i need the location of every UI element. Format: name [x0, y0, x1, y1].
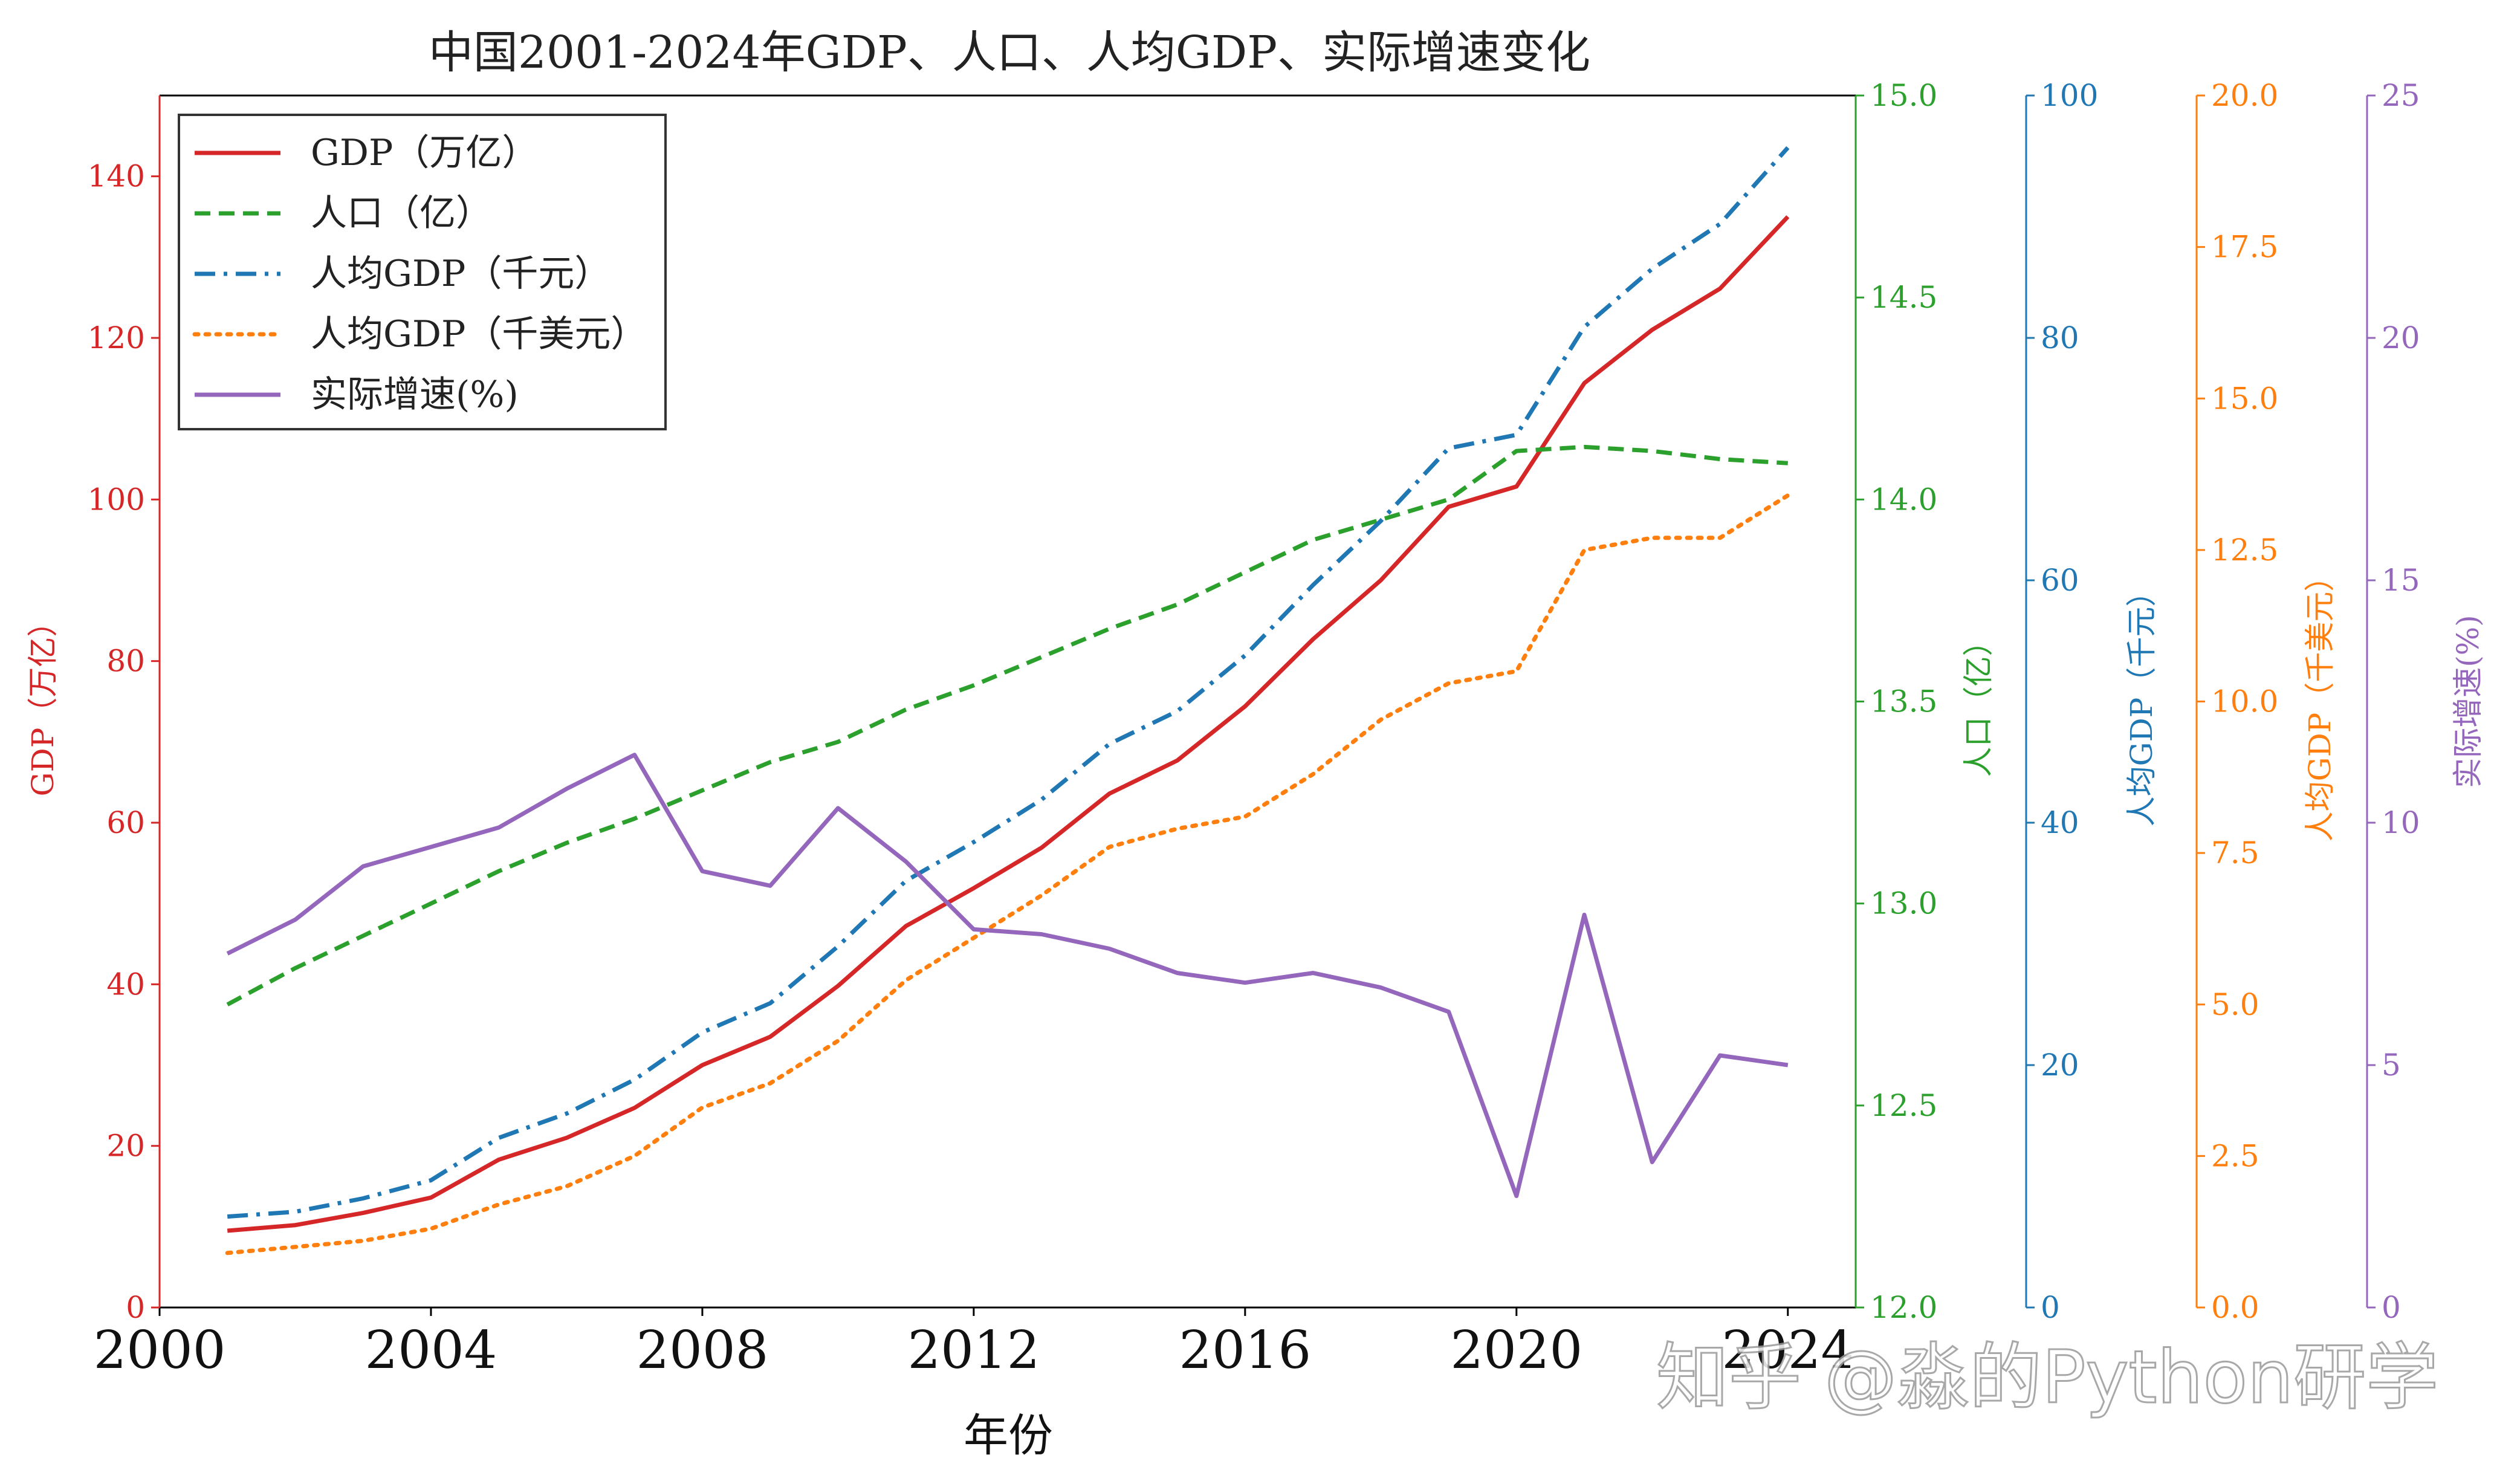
series-lines: [225, 146, 1790, 1256]
y-tick-label: 12.5: [2211, 533, 2278, 568]
y-axis-label: 人均GDP（千美元）: [2302, 562, 2337, 842]
legend-entry-label: 人均GDP（千元）: [311, 253, 611, 295]
y-tick-label: 5.0: [2211, 987, 2259, 1022]
y-tick-label: 12.0: [1870, 1290, 1937, 1325]
y-tick-label: 0: [2041, 1290, 2060, 1325]
y-tick-label: 13.5: [1870, 684, 1937, 719]
x-tick-label: 2020: [1450, 1320, 1582, 1381]
y-tick-label: 120: [88, 320, 145, 355]
series-line-right1: [226, 444, 1789, 1006]
x-tick-label: 2012: [907, 1320, 1040, 1381]
chart-title: 中国2001-2024年GDP、人口、人均GDP、实际增速变化: [429, 27, 1590, 79]
y-tick-label: 10: [2382, 805, 2420, 840]
y-tick-label: 140: [88, 159, 145, 194]
y-axis-left: 0 20 40 60 80 100 120 140 GDP（万亿）: [25, 96, 161, 1325]
y-tick-label: 20: [106, 1129, 145, 1164]
y-axis-right1: 12.0 12.5 13.0 13.5 14.0 14.5 15.0 人口（亿）: [1854, 78, 1996, 1325]
y-tick-label: 15.0: [1870, 78, 1937, 113]
y-tick-label: 20: [2041, 1048, 2079, 1083]
legend-entry-label: GDP（万亿）: [311, 132, 538, 174]
y-tick-label: 100: [88, 482, 145, 517]
y-axis-label: 人均GDP（千元）: [2124, 577, 2159, 827]
y-axis-label: 人口（亿）: [1961, 626, 1996, 777]
y-tick-label: 25: [2382, 78, 2420, 113]
legend: GDP（万亿） 人口（亿） 人均GDP（千元） 人均GDP（千美元） 实际增速(%): [178, 114, 667, 430]
axes-layer: 2000 2004 2008 2012 2016 2020 2024020406080100…: [25, 78, 2486, 1381]
y-tick-label: 0: [126, 1290, 145, 1325]
series-line-right2: [227, 146, 1790, 1219]
y-tick-label: 100: [2041, 78, 2098, 113]
legend-box: [178, 114, 667, 430]
legend-entry-label: 人均GDP（千美元）: [311, 313, 647, 355]
x-tick-label: 2016: [1179, 1320, 1311, 1381]
y-tick-label: 14.0: [1870, 482, 1937, 517]
y-tick-label: 20: [2382, 320, 2420, 355]
y-tick-label: 5: [2382, 1048, 2401, 1083]
x-tick-label: 2008: [636, 1320, 768, 1381]
legend-entry-label: 实际增速(%): [311, 374, 519, 416]
y-tick-label: 12.5: [1870, 1088, 1937, 1123]
x-tick-label: 2000: [94, 1320, 226, 1381]
x-axis-label: 年份: [964, 1410, 1053, 1462]
legend-entry-label: 人口（亿）: [311, 192, 492, 235]
y-tick-label: 0: [2382, 1290, 2401, 1325]
series-line-right3: [225, 493, 1790, 1256]
y-tick-label: 14.5: [1870, 280, 1937, 315]
y-tick-label: 0.0: [2211, 1290, 2259, 1325]
y-axis-label: GDP（万亿）: [25, 607, 60, 797]
y-tick-label: 60: [106, 805, 145, 840]
y-tick-label: 20.0: [2211, 78, 2278, 113]
watermark-text: 知乎 @淼的Python研学: [1656, 1336, 2438, 1420]
y-axis-right3: 0.0 2.5 5.0 7.5 10.0 12.5 15.0 17.5 20.0 人均GDP（千美…: [2195, 78, 2337, 1325]
y-tick-label: 13.0: [1870, 886, 1937, 921]
y-tick-label: 40: [2041, 805, 2079, 840]
y-tick-label: 60: [2041, 563, 2079, 598]
y-axis-right4: 0 5 10 15 20 25 实际增速(%): [2366, 78, 2486, 1325]
x-tick-label: 2024: [1722, 1320, 1854, 1381]
y-tick-label: 10.0: [2211, 684, 2278, 719]
y-tick-label: 2.5: [2211, 1138, 2259, 1173]
y-axis-label: 实际增速(%): [2450, 615, 2486, 788]
y-axis-right2: 0 20 40 60 80 100 人均GDP（千元）: [2025, 78, 2159, 1325]
y-tick-label: 17.5: [2211, 230, 2278, 265]
y-tick-label: 7.5: [2211, 835, 2259, 870]
y-tick-label: 80: [106, 644, 145, 679]
y-tick-label: 15.0: [2211, 381, 2278, 416]
series-line-left: [227, 215, 1790, 1233]
y-tick-label: 80: [2041, 320, 2079, 355]
y-tick-label: 40: [106, 967, 145, 1002]
x-tick-label: 2004: [365, 1320, 497, 1381]
y-tick-label: 15: [2382, 563, 2420, 598]
series-line-right4: [226, 753, 1789, 1198]
